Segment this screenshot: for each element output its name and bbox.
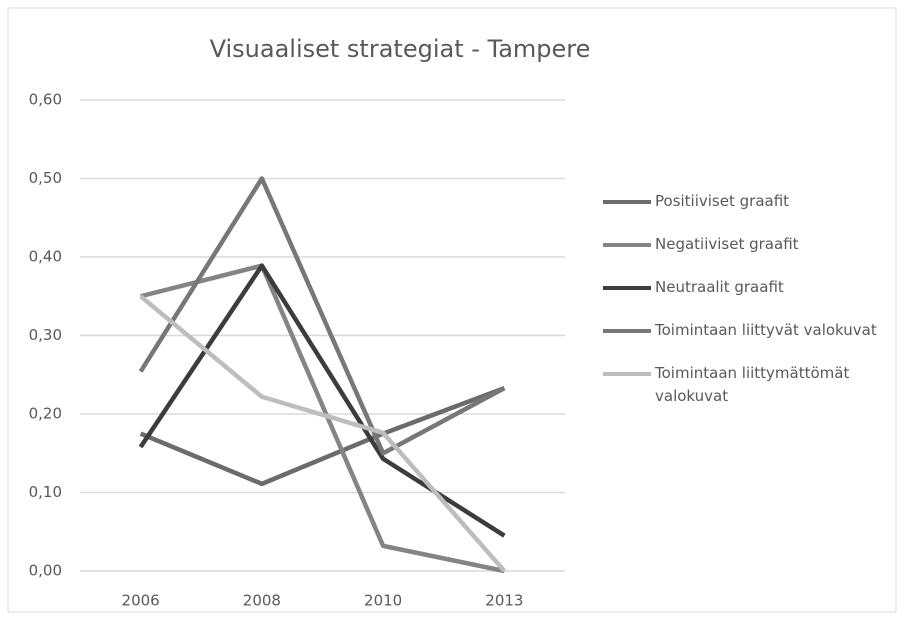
legend-label: Toimintaan liittymättömät valokuvat: [655, 364, 850, 405]
legend-item: Positiiviset graafit: [603, 190, 895, 213]
legend-item: Toimintaan liittyvät valokuvat: [603, 319, 895, 342]
y-tick-label: 0,60: [29, 91, 62, 109]
legend-swatch: [603, 286, 651, 290]
y-tick-label: 0,00: [29, 562, 62, 580]
chart-title: Visuaaliset strategiat - Tampere: [210, 35, 591, 63]
series-line: [140, 263, 505, 574]
x-tick-label: 2006: [122, 592, 160, 610]
series-line: [138, 176, 506, 456]
x-tick-label: 2010: [364, 592, 402, 610]
legend-label: Positiiviset graafit: [655, 192, 790, 210]
legend-item: Toimintaan liittymättömät valokuvat: [603, 362, 895, 408]
legend: Positiiviset graafit Negatiiviset graafit…: [603, 190, 903, 428]
legend-label: Toimintaan liittyvät valokuvat: [655, 321, 877, 339]
legend-item: Neutraalit graafit: [603, 276, 895, 299]
y-tick-label: 0,50: [29, 169, 62, 187]
legend-item: Negatiiviset graafit: [603, 233, 895, 256]
series-line: [139, 385, 506, 487]
legend-swatch: [603, 200, 651, 204]
x-tick-label: 2013: [485, 592, 523, 610]
y-tick-label: 0,40: [29, 248, 62, 266]
y-tick-label: 0,20: [29, 405, 62, 423]
series-line: [138, 263, 506, 538]
legend-label: Neutraalit graafit: [655, 278, 784, 296]
y-tick-label: 0,10: [29, 483, 62, 501]
x-tick-label: 2008: [243, 592, 281, 610]
legend-swatch: [603, 372, 651, 376]
legend-label: Negatiiviset graafit: [655, 235, 799, 253]
y-tick-label: 0,30: [29, 326, 62, 344]
legend-swatch: [603, 329, 651, 333]
legend-swatch: [603, 243, 651, 247]
series-line: [139, 294, 507, 573]
